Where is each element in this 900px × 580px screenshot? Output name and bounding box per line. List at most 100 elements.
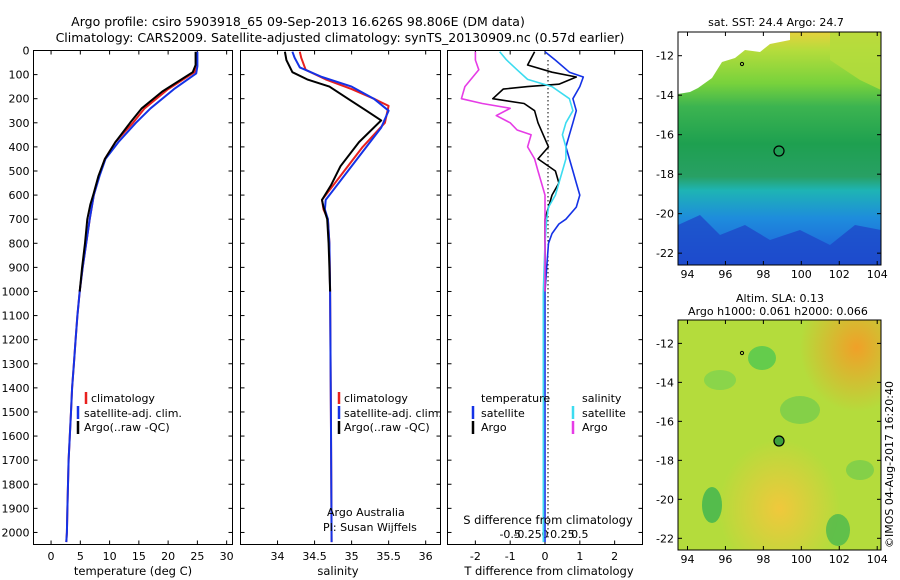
map-y-tick-label: -16 (656, 129, 674, 142)
sla-low-5 (826, 514, 850, 546)
y-tick-label: 1400 (2, 382, 30, 395)
legend-label-climatology: climatology (91, 392, 155, 405)
series-line-salinity-satellite (499, 51, 574, 543)
sla-map-subtitle: Argo h1000: 0.061 h2000: 0.066 (688, 305, 868, 318)
y-tick-label: 500 (9, 165, 30, 178)
series-line-salinity-argo (460, 51, 546, 292)
x-tick-label: 34.5 (302, 550, 327, 563)
x-tick-label: 1 (576, 550, 583, 563)
sla-low-6 (846, 460, 874, 480)
x-tick-label: 34 (271, 550, 285, 563)
series-line-temperature-argo (492, 51, 578, 292)
x-tick-label: 25 (190, 550, 204, 563)
salinity-xlabel: salinity (317, 564, 358, 578)
series-line-climatology (65, 51, 198, 543)
legend-label-satellite: satellite-adj. clim. (344, 407, 442, 420)
map-y-tick-label: -18 (656, 454, 674, 467)
x-tick-label: 0 (48, 550, 55, 563)
y-tick-label: 1900 (2, 502, 30, 515)
sla-low-2 (704, 370, 736, 390)
x-tick-label-salinity: 0.25 (550, 528, 575, 541)
legend-title-salinity: salinity (582, 392, 622, 405)
temperature-series (65, 51, 199, 543)
x-tick-label: -2 (470, 550, 481, 563)
salinity-axes: 34 34.5 35 35.5 36 (240, 50, 441, 563)
map-y-tick-label: -12 (656, 337, 674, 350)
difference-axes: -2 -1 0 1 2-0.5-0.25 0 0.250.5 (447, 50, 643, 563)
salinity-annotation-line-1: Argo Australia (327, 506, 405, 519)
y-tick-label: 2000 (2, 526, 30, 539)
map-y-tick-label: -12 (656, 50, 674, 63)
series-line-argo-raw-qc- (78, 51, 197, 292)
sla-low-1 (748, 346, 776, 370)
map-x-tick-label: 100 (791, 268, 812, 281)
legend-title-temperature: temperature (481, 392, 550, 405)
difference-top-xlabel: S difference from climatology (463, 513, 633, 527)
sst-cold-patch (678, 215, 881, 265)
x-tick-label: 30 (220, 550, 234, 563)
x-tick-label: 5 (77, 550, 84, 563)
legend-label-temp-satellite: satellite (481, 407, 525, 420)
sst-map-title: sat. SST: 24.4 Argo: 24.7 (708, 16, 844, 29)
header-line-2: Climatology: CARS2009. Satellite-adjuste… (56, 30, 625, 45)
y-tick-label: 1600 (2, 430, 30, 443)
x-tick-label: -1 (505, 550, 516, 563)
legend-label-argo: Argo(..raw -QC) (84, 421, 170, 434)
map-x-tick-label: 94 (680, 268, 694, 281)
map-x-tick-label: 96 (718, 268, 732, 281)
sla-low-4 (702, 487, 722, 523)
legend-label-climatology: climatology (344, 392, 408, 405)
sla-map-axes: 94 96 98 100 102 104 -12 -14 -16 -18 -20 -22 (656, 320, 888, 566)
x-tick-label-salinity: -0.5 (499, 528, 520, 541)
x-tick-label: 15 (132, 550, 146, 563)
salinity-panel-frame (240, 50, 441, 545)
map-x-tick-label: 94 (680, 553, 694, 566)
map-x-tick-label: 100 (791, 553, 812, 566)
sla-low-3 (780, 396, 820, 424)
header-line-1: Argo profile: csiro 5903918_65 09-Sep-20… (71, 14, 525, 29)
sla-map (677, 319, 882, 551)
y-tick-label: 1300 (2, 358, 30, 371)
temperature-axes: 0100200300400500600700800900100011001200… (2, 45, 234, 564)
temperature-panel-frame (33, 50, 233, 545)
x-tick-label: 35 (345, 550, 359, 563)
series-line-argo-raw-qc- (283, 51, 383, 292)
map-y-tick-label: -22 (656, 532, 674, 545)
series-line-temperature-satellite (544, 51, 585, 543)
sst-map-frame (677, 31, 882, 266)
y-tick-label: 800 (9, 237, 30, 250)
y-tick-label: 1500 (2, 406, 30, 419)
difference-xlabel: T difference from climatology (463, 564, 634, 578)
x-tick-label: 20 (161, 550, 175, 563)
previous-position-marker (739, 350, 745, 356)
salinity-series (283, 51, 390, 543)
y-tick-label: 600 (9, 189, 30, 202)
map-x-tick-label: 98 (756, 268, 770, 281)
difference-series (460, 51, 585, 543)
y-tick-label: 100 (9, 69, 30, 82)
salinity-annotation-line-2: PI: Susan Wijffels (323, 521, 417, 534)
y-tick-label: 1800 (2, 478, 30, 491)
legend-label-argo: Argo(..raw -QC) (344, 421, 430, 434)
x-tick-label: 36 (419, 550, 433, 563)
y-tick-label: 1200 (2, 334, 30, 347)
previous-position-marker (739, 61, 745, 67)
sst-warm-patch (830, 32, 881, 90)
map-y-tick-label: -14 (656, 89, 674, 102)
temperature-legend: climatology satellite-adj. clim. Argo(..… (76, 392, 182, 434)
x-tick-label-salinity: -0.25 (513, 528, 541, 541)
map-y-tick-label: -14 (656, 376, 674, 389)
map-x-tick-label: 102 (829, 268, 850, 281)
map-x-tick-label: 102 (829, 553, 850, 566)
legend-label-sal-argo: Argo (582, 421, 608, 434)
x-tick-label: 35.5 (376, 550, 401, 563)
map-y-tick-label: -18 (656, 168, 674, 181)
y-tick-label: 300 (9, 117, 30, 130)
salinity-legend: climatology satellite-adj. clim. Argo(..… (337, 392, 442, 434)
y-tick-label: 700 (9, 213, 30, 226)
sst-map-axes: 94 96 98 100 102 104 -12 -14 -16 -18 -20 -22 (656, 32, 888, 281)
y-tick-label: 400 (9, 141, 30, 154)
y-tick-label: 1700 (2, 454, 30, 467)
argo-position-marker (773, 145, 785, 157)
